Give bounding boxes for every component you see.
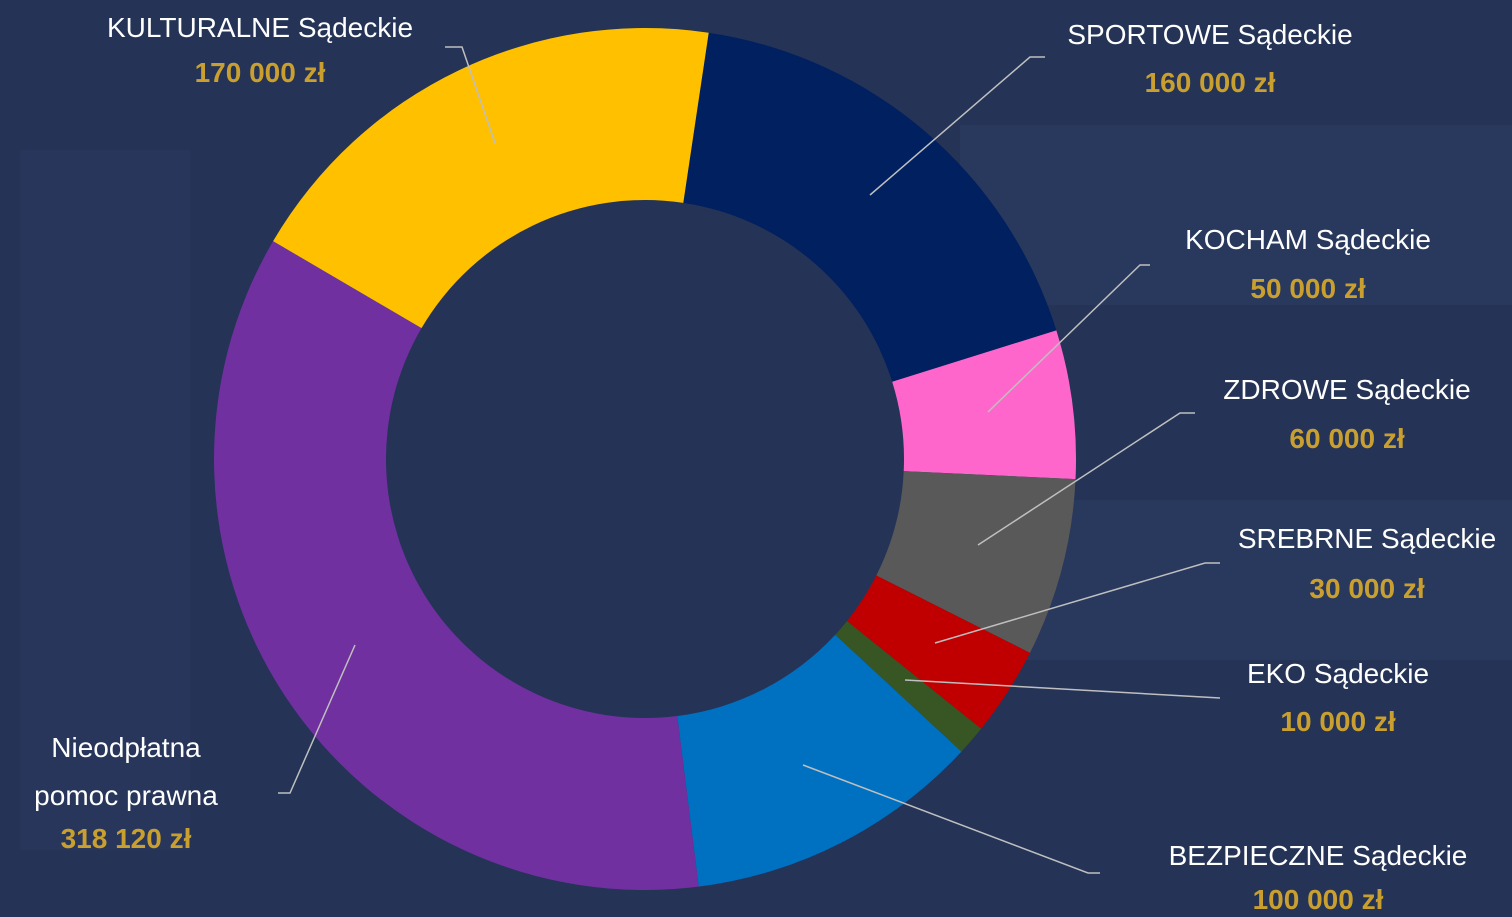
category-label: SREBRNE Sądeckie	[1237, 523, 1497, 554]
leader-line	[869, 56, 1045, 196]
value-label: 10 000 zł	[1280, 706, 1396, 737]
value-label: 60 000 zł	[1289, 423, 1405, 454]
category-label: EKO Sądeckie	[1246, 658, 1430, 689]
value-label: 160 000 zł	[1144, 67, 1276, 98]
value-label: 170 000 zł	[194, 57, 326, 88]
category-label: BEZPIECZNE Sądeckie	[1168, 840, 1468, 871]
slice	[846, 575, 1030, 729]
slice	[683, 32, 1057, 382]
value-label: 100 000 zł	[1252, 884, 1384, 915]
leader-line	[802, 764, 1100, 874]
leader-line	[987, 264, 1150, 413]
leader-line	[977, 412, 1195, 546]
bg-building	[20, 150, 190, 850]
value-label: 30 000 zł	[1309, 573, 1425, 604]
category-label: Nieodpłatna pomoc prawna	[34, 732, 218, 811]
category-label: KULTURALNE Sądeckie	[106, 12, 414, 43]
category-label: SPORTOWE Sądeckie	[1067, 19, 1353, 50]
bg-band	[960, 125, 1512, 305]
value-label: 318 120 zł	[60, 823, 192, 854]
category-label: KOCHAM Sądeckie	[1185, 224, 1431, 255]
leader-line	[278, 644, 356, 794]
leader-line	[445, 46, 496, 144]
leader-line	[904, 679, 1221, 699]
value-label: 50 000 zł	[1250, 273, 1366, 304]
slice	[677, 634, 962, 887]
slice	[273, 28, 709, 329]
slice	[892, 330, 1076, 480]
leader-line	[934, 562, 1220, 644]
slice	[214, 241, 699, 891]
slice	[835, 621, 982, 752]
category-label: ZDROWE Sądeckie	[1223, 374, 1471, 405]
slice	[876, 471, 1076, 653]
